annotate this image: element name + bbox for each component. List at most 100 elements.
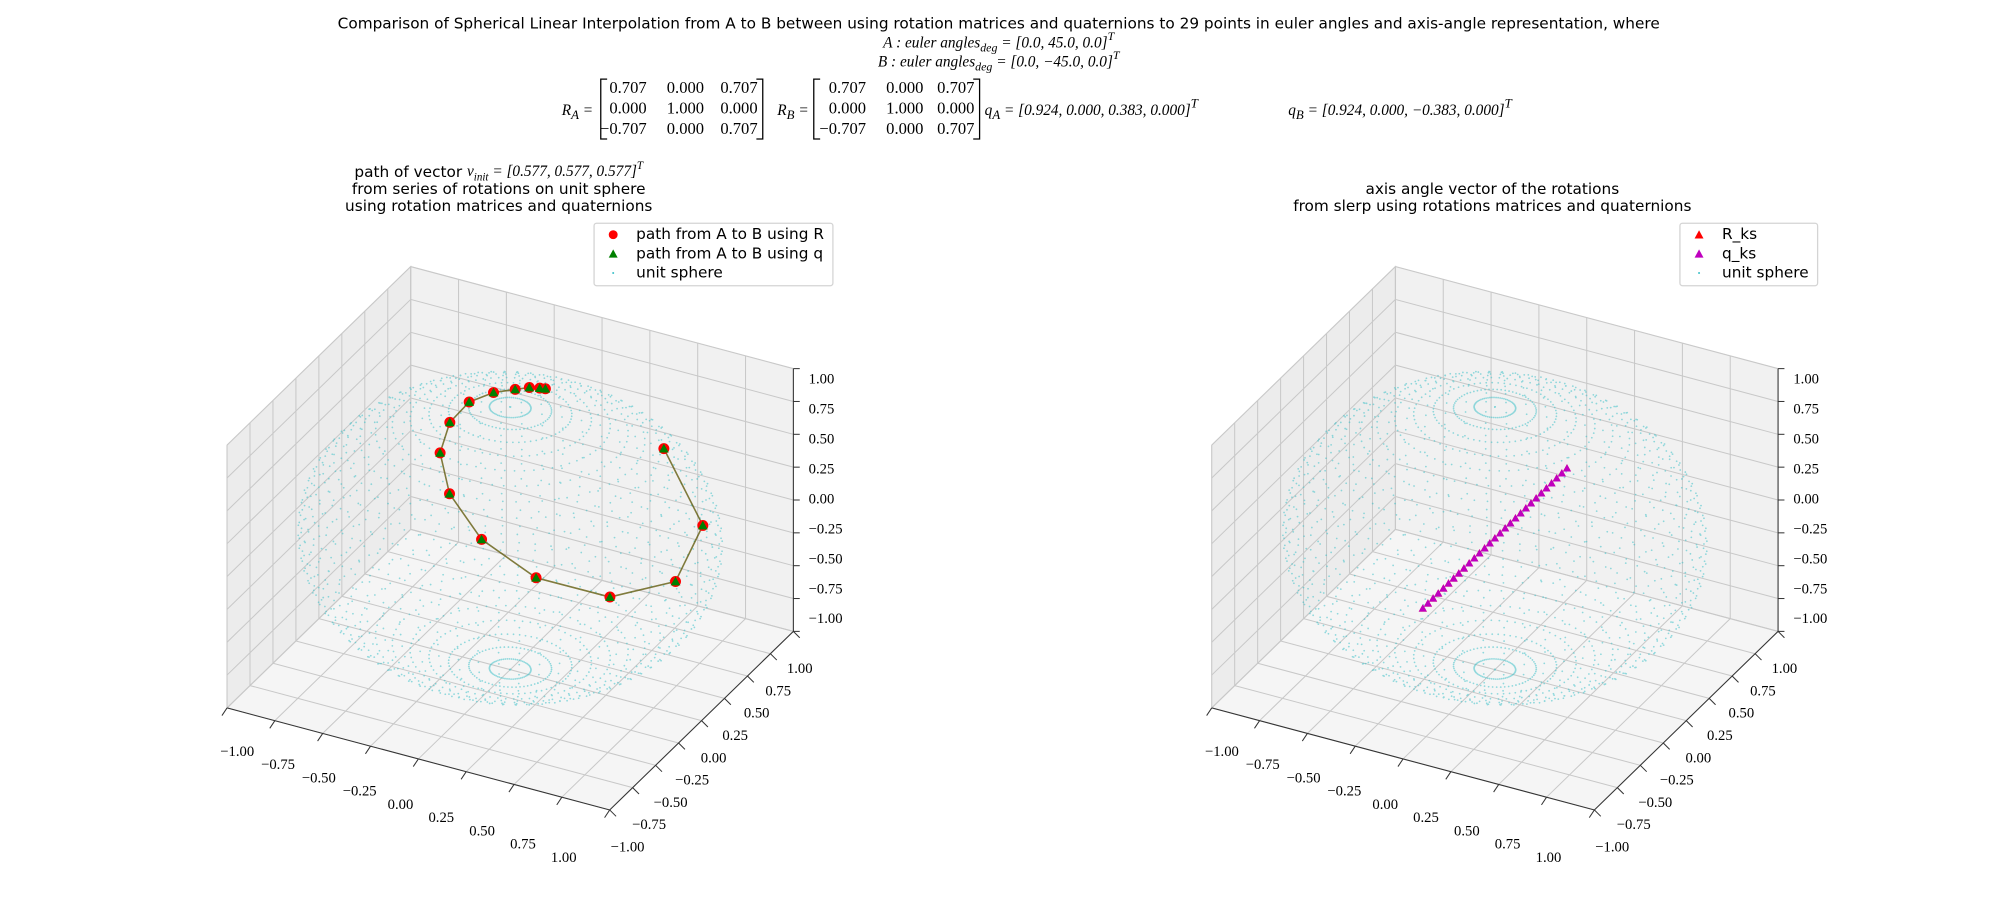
- sphere-point: [606, 401, 609, 404]
- sphere-point: [501, 378, 504, 381]
- sphere-point: [705, 499, 707, 501]
- sphere-point: [505, 692, 508, 695]
- sphere-point: [1531, 676, 1534, 678]
- y-tick: [1639, 764, 1648, 773]
- sphere-point: [315, 493, 317, 496]
- sphere-point: [518, 659, 521, 662]
- sphere-point: [1520, 637, 1523, 639]
- x-tick: [460, 771, 467, 780]
- sphere-point: [1588, 465, 1591, 468]
- y-tick-label: −0.75: [1617, 817, 1651, 833]
- sphere-point: [1452, 683, 1455, 686]
- sphere-point: [1685, 588, 1688, 591]
- sphere-point: [503, 573, 506, 576]
- sphere-point: [505, 619, 508, 622]
- sphere-point: [606, 645, 609, 647]
- sphere-point: [459, 678, 462, 681]
- sphere-point: [1435, 419, 1438, 422]
- sphere-point: [1444, 560, 1447, 562]
- sphere-point: [646, 431, 649, 434]
- sphere-point: [508, 678, 510, 680]
- sphere-point: [524, 400, 527, 403]
- sphere-point: [1342, 648, 1344, 651]
- sphere-point: [354, 624, 357, 627]
- sphere-point: [412, 637, 415, 640]
- sphere-point: [461, 402, 463, 404]
- sphere-point: [505, 441, 508, 444]
- sphere-point: [1582, 505, 1585, 508]
- sphere-point: [1570, 432, 1573, 434]
- sphere-point: [1466, 694, 1468, 697]
- sphere-point: [1506, 676, 1509, 679]
- sphere-point: [1605, 631, 1608, 634]
- sphere-point: [1609, 668, 1612, 670]
- sphere-point: [526, 662, 528, 665]
- sphere-point: [546, 418, 549, 421]
- legend-marker: [608, 249, 618, 258]
- sphere-point: [472, 699, 474, 702]
- sphere-point: [391, 396, 394, 399]
- x-tick-label: 0.25: [428, 810, 454, 826]
- sphere-point: [561, 467, 563, 470]
- sphere-point: [546, 375, 549, 378]
- sphere-point: [1521, 652, 1524, 655]
- sphere-point: [599, 445, 602, 448]
- rich-text: RB =: [776, 101, 808, 122]
- sphere-point: [335, 442, 338, 445]
- sphere-point: [692, 548, 695, 550]
- x-tick-label: 0.75: [510, 837, 536, 853]
- sphere-point: [435, 429, 438, 432]
- sphere-point: [529, 372, 532, 374]
- sphere-point: [1579, 591, 1582, 593]
- sphere-point: [467, 432, 470, 434]
- sphere-point: [310, 508, 313, 511]
- sphere-point: [1403, 650, 1406, 653]
- sphere-point: [699, 601, 702, 603]
- sphere-point: [678, 617, 680, 620]
- sphere-point: [595, 631, 598, 634]
- sphere-point: [596, 469, 598, 472]
- sphere-point: [1308, 605, 1311, 608]
- sphere-point: [610, 580, 613, 583]
- sphere-point: [488, 690, 491, 693]
- sphere-point: [1461, 650, 1464, 652]
- sphere-point: [1532, 416, 1535, 419]
- sphere-point: [424, 518, 426, 521]
- sphere-point: [540, 653, 542, 656]
- sphere-point: [358, 414, 361, 417]
- sphere-point: [1597, 587, 1600, 590]
- sphere-point: [1593, 483, 1596, 486]
- sphere-point: [524, 661, 527, 664]
- sphere-point: [1399, 609, 1402, 611]
- sphere-point: [1467, 384, 1470, 387]
- sphere-point: [671, 615, 674, 617]
- sphere-point: [498, 685, 501, 687]
- sphere-point: [496, 454, 499, 457]
- sphere-point: [644, 653, 647, 656]
- sphere-point: [450, 527, 453, 530]
- sphere-point: [1436, 650, 1438, 653]
- sphere-point: [1562, 494, 1565, 497]
- sphere-point: [408, 395, 411, 397]
- sphere-point: [648, 642, 650, 645]
- sphere-point: [1448, 429, 1450, 432]
- sphere-point: [1704, 527, 1707, 530]
- sphere-point: [1552, 692, 1555, 695]
- sphere-point: [1297, 544, 1300, 547]
- sphere-point: [328, 465, 331, 468]
- sphere-point: [354, 641, 357, 644]
- sphere-point: [398, 577, 401, 580]
- sphere-point: [527, 372, 530, 375]
- sphere-point: [1481, 697, 1484, 699]
- sphere-point: [307, 530, 310, 533]
- sphere-point: [1331, 510, 1334, 513]
- sphere-point: [1414, 467, 1417, 470]
- sphere-point: [392, 650, 395, 653]
- sphere-point: [1462, 661, 1465, 664]
- sphere-point: [1403, 599, 1406, 602]
- sphere-point: [1687, 508, 1690, 511]
- sphere-point: [398, 508, 401, 511]
- sphere-point: [1317, 607, 1320, 610]
- sphere-point: [1413, 688, 1415, 690]
- sphere-point: [510, 396, 513, 399]
